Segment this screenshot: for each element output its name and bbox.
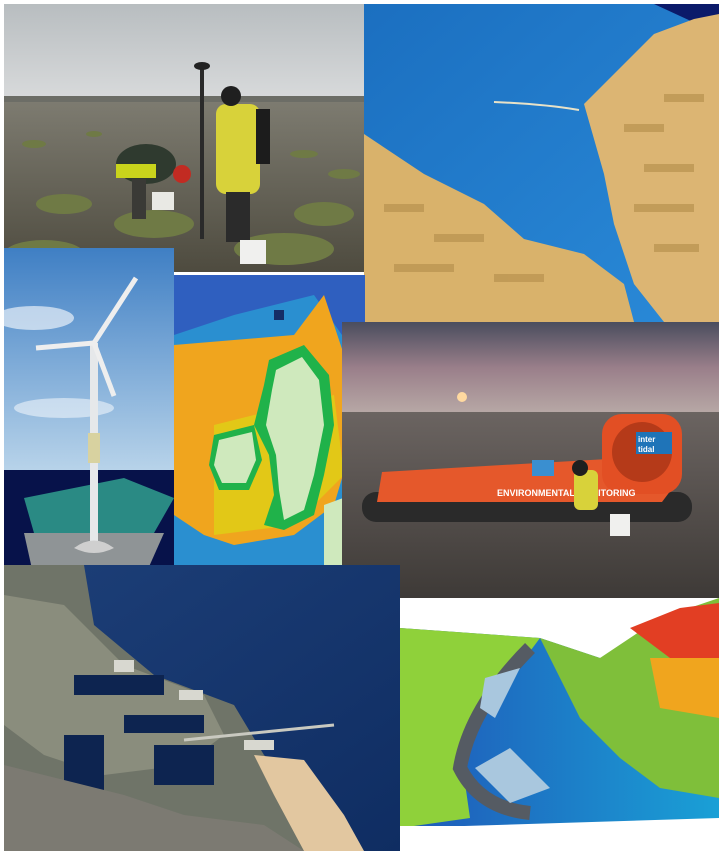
hovercraft-sunset-photo: inter tidal ENVIRONMENTAL MONITORING (342, 322, 719, 598)
coastal-3d-model-render (364, 4, 719, 322)
hovercraft-logo-line1: inter (638, 435, 655, 444)
estuary-elevation-render (400, 598, 719, 853)
hovercraft-side-text: ENVIRONMENTAL MONITORING (497, 488, 636, 498)
hovercraft-logo-line2: tidal (638, 445, 654, 454)
mudflat-survey-photo (4, 4, 364, 272)
aerial-port-photo (4, 565, 400, 851)
wind-turbine-render (4, 248, 174, 606)
uk-shelf-model-map (174, 275, 365, 565)
